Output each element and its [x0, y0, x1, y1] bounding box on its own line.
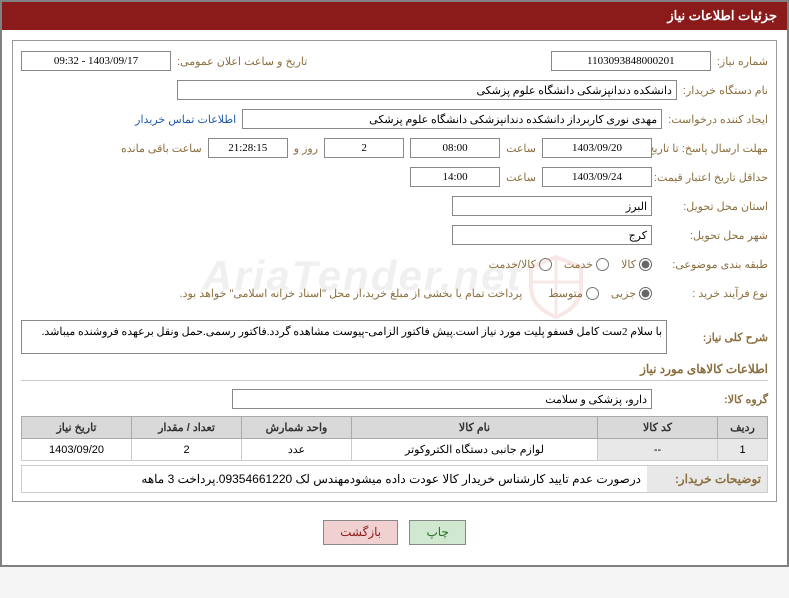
- validity-time-input[interactable]: [410, 167, 500, 187]
- time-label-2: ساعت: [506, 171, 536, 184]
- th-qty: تعداد / مقدار: [132, 417, 242, 439]
- td-name: لوازم جانبی دستگاه الکتروکوتر: [352, 439, 598, 461]
- desc-label: شرح کلی نیاز:: [673, 331, 768, 344]
- panel-header: جزئیات اطلاعات نیاز: [2, 2, 787, 30]
- requester-label: ایجاد کننده درخواست:: [668, 113, 768, 126]
- city-label: شهر محل تحویل:: [658, 229, 768, 242]
- group-label: گروه کالا:: [658, 393, 768, 406]
- deadline-time-input[interactable]: [410, 138, 500, 158]
- time-remain-input[interactable]: [208, 138, 288, 158]
- buyer-org-label: نام دستگاه خریدار:: [683, 84, 768, 97]
- th-row: ردیف: [718, 417, 768, 439]
- th-unit: واحد شمارش: [242, 417, 352, 439]
- items-section-title: اطلاعات کالاهای مورد نیاز: [21, 362, 768, 381]
- need-no-label: شماره نیاز:: [717, 55, 768, 68]
- category-radio-group: کالا خدمت کالا/خدمت: [489, 258, 652, 271]
- pt-medium-radio[interactable]: [586, 287, 599, 300]
- button-bar: چاپ بازگشت: [12, 510, 777, 555]
- purchase-type-radio-group: جزیی متوسط: [548, 287, 652, 300]
- td-date: 1403/09/20: [22, 439, 132, 461]
- cat-goods-label: کالا: [621, 258, 636, 271]
- header-title: جزئیات اطلاعات نیاز: [667, 8, 777, 23]
- contact-link[interactable]: اطلاعات تماس خریدار: [135, 113, 236, 126]
- announce-label: تاریخ و ساعت اعلان عمومی:: [177, 55, 307, 68]
- th-name: نام کالا: [352, 417, 598, 439]
- table-header-row: ردیف کد کالا نام کالا واحد شمارش تعداد /…: [22, 417, 768, 439]
- province-input[interactable]: [452, 196, 652, 216]
- need-no-input[interactable]: [551, 51, 711, 71]
- main-fieldset: شماره نیاز: تاریخ و ساعت اعلان عمومی: نا…: [12, 40, 777, 502]
- td-row: 1: [718, 439, 768, 461]
- requester-input[interactable]: [242, 109, 662, 129]
- remain-label: ساعت باقی مانده: [121, 142, 202, 155]
- pt-small-radio[interactable]: [639, 287, 652, 300]
- validity-label: حداقل تاریخ اعتبار قیمت: تا تاریخ:: [658, 171, 768, 184]
- th-date: تاریخ نیاز: [22, 417, 132, 439]
- pt-small-label: جزیی: [611, 287, 636, 300]
- category-label: طبقه بندی موضوعی:: [658, 258, 768, 271]
- announce-input[interactable]: [21, 51, 171, 71]
- purchase-type-label: نوع فرآیند خرید :: [658, 287, 768, 300]
- group-input[interactable]: [232, 389, 652, 409]
- desc-textarea[interactable]: [21, 320, 667, 354]
- cat-both-radio[interactable]: [539, 258, 552, 271]
- purchase-note: پرداخت تمام یا بخشی از مبلغ خرید،از محل …: [180, 287, 523, 300]
- buyer-org-input[interactable]: [177, 80, 677, 100]
- table-row: 1 -- لوازم جانبی دستگاه الکتروکوتر عدد 2…: [22, 439, 768, 461]
- cat-goods-radio[interactable]: [639, 258, 652, 271]
- items-table: ردیف کد کالا نام کالا واحد شمارش تعداد /…: [21, 416, 768, 461]
- cat-service-label: خدمت: [564, 258, 593, 271]
- cat-both-label: کالا/خدمت: [489, 258, 536, 271]
- back-button[interactable]: بازگشت: [323, 520, 398, 545]
- deadline-label: مهلت ارسال پاسخ: تا تاریخ:: [658, 142, 768, 155]
- td-code: --: [598, 439, 718, 461]
- city-input[interactable]: [452, 225, 652, 245]
- buyer-desc-text: درصورت عدم تایید کارشناس خریدار کالا عود…: [22, 466, 647, 492]
- province-label: استان محل تحویل:: [658, 200, 768, 213]
- time-label-1: ساعت: [506, 142, 536, 155]
- buyer-desc-box: توضیحات خریدار: درصورت عدم تایید کارشناس…: [21, 465, 768, 493]
- pt-medium-label: متوسط: [548, 287, 583, 300]
- validity-date-input[interactable]: [542, 167, 652, 187]
- th-code: کد کالا: [598, 417, 718, 439]
- days-remain-input[interactable]: [324, 138, 404, 158]
- days-and-label: روز و: [294, 142, 318, 155]
- cat-service-radio[interactable]: [596, 258, 609, 271]
- td-qty: 2: [132, 439, 242, 461]
- td-unit: عدد: [242, 439, 352, 461]
- deadline-date-input[interactable]: [542, 138, 652, 158]
- print-button[interactable]: چاپ: [409, 520, 465, 545]
- buyer-desc-label: توضیحات خریدار:: [647, 466, 767, 492]
